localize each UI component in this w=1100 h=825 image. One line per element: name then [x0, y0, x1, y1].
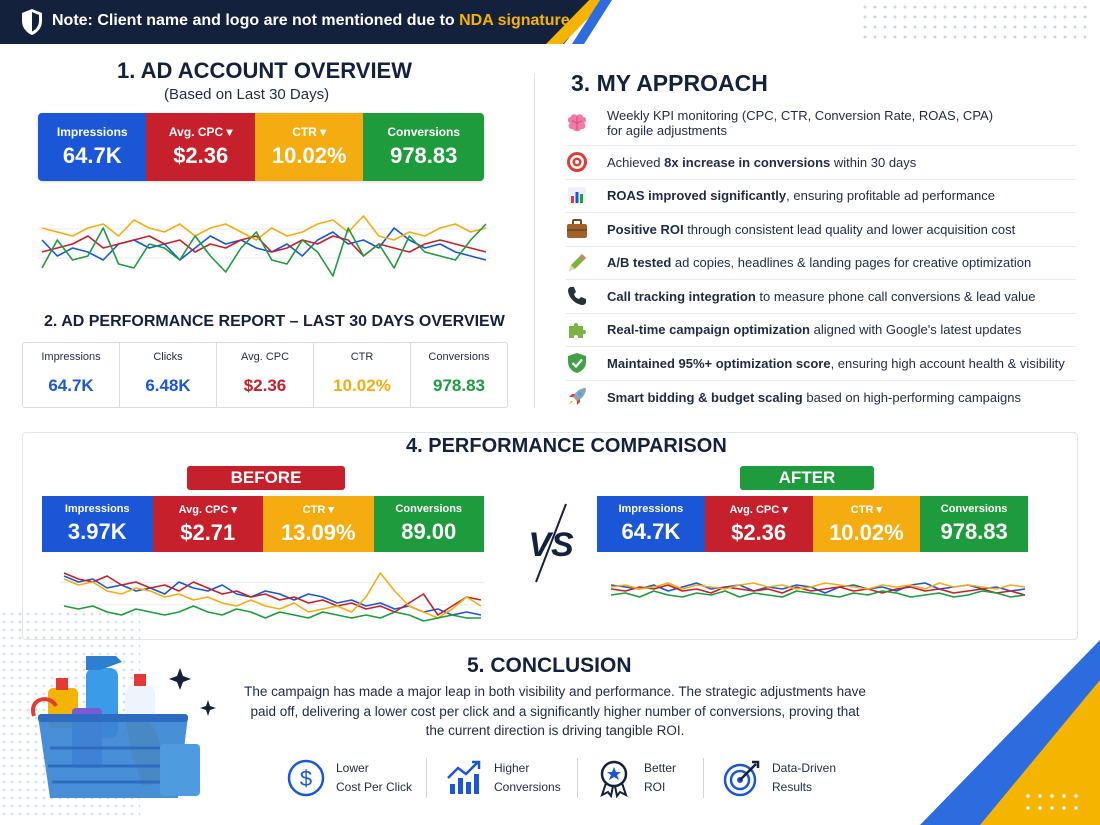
- rocket-icon: [566, 386, 588, 408]
- report-col-clicks: Clicks 6.48K: [120, 343, 217, 407]
- feature-line2: Conversions: [494, 780, 561, 794]
- after-kpi-ctr[interactable]: CTR ▾ 10.02%: [812, 496, 921, 552]
- kpi-impressions: Impressions 64.7K: [38, 113, 147, 181]
- approach-item: Smart bidding & budget scaling based on …: [566, 381, 1076, 415]
- feature-line2: Cost Per Click: [336, 780, 413, 794]
- series-line-1: [63, 572, 482, 616]
- svg-text:VS: VS: [528, 526, 574, 564]
- series-line-2: [63, 572, 482, 619]
- approach-item: Achieved 8x increase in conversions with…: [566, 146, 1076, 180]
- shield-check-icon: [566, 352, 588, 374]
- nda-banner: [0, 0, 600, 44]
- feature-data-driven: Data-Driven Results: [722, 758, 836, 798]
- comparison-panel: [22, 432, 1078, 640]
- puzzle-icon: [566, 319, 588, 341]
- approach-item: Real-time campaign optimization aligned …: [566, 314, 1076, 347]
- kpi-conversions: Conversions 978.83: [363, 113, 484, 181]
- overview-kpi-bar: Impressions 64.7K Avg. CPC ▾ $2.36 CTR ▾ 10…: [38, 113, 484, 181]
- target-icon: [566, 151, 588, 173]
- nda-note: Note: Client name and logo are not menti…: [52, 12, 575, 29]
- series-line-3: [610, 590, 1026, 598]
- after-kpi-impressions: Impressions 64.7K: [597, 496, 705, 552]
- approach-item: Maintained 95%+ optimization score, ensu…: [566, 347, 1076, 381]
- cleaning-supplies-illustration: [31, 656, 216, 798]
- approach-item: Positive ROI through consistent lead qua…: [566, 213, 1076, 247]
- before-kpi-avg-cpc[interactable]: Avg. CPC ▾ $2.71: [152, 496, 263, 552]
- series-line-3: [41, 223, 487, 277]
- report-col-ctr: CTR 10.02%: [314, 343, 411, 407]
- performance-report-table: Impressions 64.7K Clicks 6.48K Avg. CPC $2.…: [22, 342, 508, 408]
- growth-chart-icon: [447, 760, 481, 794]
- dollar-coin-icon: $: [287, 759, 325, 797]
- feature-separator: [577, 758, 578, 798]
- approach-list: Weekly KPI monitoring (CPC, CTR, Convers…: [566, 100, 1076, 414]
- feature-line2: Results: [772, 780, 813, 794]
- before-kpi-impressions: Impressions 3.97K: [42, 496, 153, 552]
- target-arrow-icon: [723, 760, 760, 797]
- after-kpi-conversions: Conversions 978.83: [920, 496, 1028, 552]
- shield-icon: [22, 9, 42, 35]
- overview-line-chart: [38, 215, 490, 277]
- before-kpi-bar: Impressions 3.97K Avg. CPC ▾ $2.71 CTR ▾ 13…: [42, 496, 484, 552]
- after-kpi-avg-cpc[interactable]: Avg. CPC ▾ $2.36: [704, 496, 813, 552]
- briefcase-icon: [566, 218, 588, 240]
- overview-title: 1. AD ACCOUNT OVERVIEW: [117, 58, 412, 83]
- report-col-impressions: Impressions 64.7K: [23, 343, 120, 407]
- decorative-dots-bottom-right: [1022, 790, 1082, 814]
- feature-lower-cpc: $ Lower Cost Per Click: [286, 758, 412, 798]
- series-line-3: [63, 605, 481, 622]
- approach-item: Call tracking integration to measure pho…: [566, 280, 1076, 314]
- pencil-icon: [566, 252, 588, 274]
- award-icon: [600, 760, 628, 798]
- approach-item: Weekly KPI monitoring (CPC, CTR, Convers…: [566, 100, 1076, 146]
- series-line-0: [41, 227, 487, 261]
- before-kpi-conversions: Conversions 89.00: [373, 496, 484, 552]
- series-line-1: [41, 235, 487, 257]
- column-divider: [534, 74, 535, 408]
- bar-chart-icon: [566, 185, 588, 207]
- approach-title: 3. MY APPROACH: [571, 70, 768, 96]
- after-kpi-bar: Impressions 64.7K Avg. CPC ▾ $2.36 CTR ▾ 10…: [597, 496, 1028, 552]
- report-col-conversions: Conversions 978.83: [428, 351, 490, 395]
- series-line-2: [610, 582, 1026, 590]
- feature-better-roi: Better ROI: [594, 758, 676, 798]
- feature-higher-conversions: Higher Conversions: [444, 758, 561, 798]
- before-kpi-ctr[interactable]: CTR ▾ 13.09%: [263, 496, 374, 552]
- conclusion-text: The campaign has made a major leap in bo…: [244, 684, 866, 738]
- vs-icon: VS: [528, 503, 574, 583]
- series-line-1: [610, 584, 1026, 596]
- phone-icon: [566, 285, 588, 307]
- after-tag: AFTER: [740, 466, 874, 490]
- report-title: 2. AD PERFORMANCE REPORT – LAST 30 DAYS …: [44, 313, 505, 330]
- series-line-2: [41, 215, 487, 241]
- before-line-chart: [60, 572, 485, 622]
- feature-separator: [703, 758, 704, 798]
- conclusion-title: 5. CONCLUSION: [467, 654, 632, 677]
- brain-icon: [566, 112, 588, 134]
- overview-subtitle: (Based on Last 30 Days): [164, 86, 330, 103]
- feature-line1: Higher: [494, 761, 530, 775]
- approach-item: A/B tested ad copies, headlines & landin…: [566, 247, 1076, 280]
- feature-separator: [426, 758, 427, 798]
- after-line-chart: [610, 582, 1026, 598]
- approach-item: ROAS improved significantly, ensuring pr…: [566, 180, 1076, 213]
- kpi-ctr[interactable]: CTR ▾ 10.02%: [254, 113, 364, 181]
- report-col-avg-cpc: Avg. CPC $2.36: [217, 343, 314, 407]
- feature-line1: Better: [644, 761, 677, 775]
- kpi-avg-cpc[interactable]: Avg. CPC ▾ $2.36: [146, 113, 255, 181]
- feature-line2: ROI: [644, 780, 666, 794]
- feature-line1: Lower: [336, 761, 369, 775]
- feature-line1: Data-Driven: [772, 761, 837, 775]
- decorative-dots-top-right: [860, 2, 1090, 42]
- comparison-title: 4. PERFORMANCE COMPARISON: [402, 435, 731, 458]
- before-tag: BEFORE: [187, 466, 345, 490]
- svg-text:$: $: [300, 766, 312, 791]
